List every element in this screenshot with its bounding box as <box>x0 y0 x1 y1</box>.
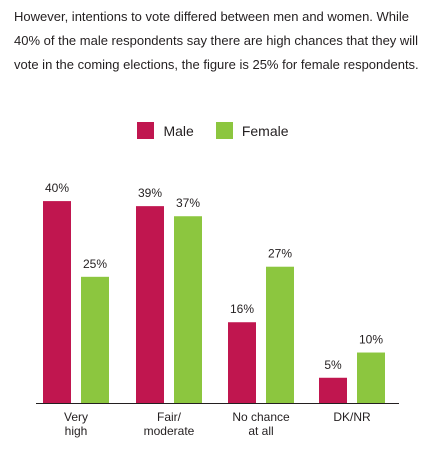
category-label: No chance at all <box>232 410 290 438</box>
category-label: Fair/moderate <box>144 410 195 438</box>
chart-legend: Male Female <box>0 122 426 139</box>
category-label-line: No chance <box>232 410 290 424</box>
legend-label-male: Male <box>163 122 194 139</box>
bar-female <box>174 216 202 403</box>
legend-label-female: Female <box>241 122 289 139</box>
legend-item-female: Female <box>215 122 289 139</box>
category-label-line: high <box>65 424 88 438</box>
data-label-male: 40% <box>45 181 69 195</box>
data-label-female: 10% <box>359 333 383 347</box>
data-label-female: 27% <box>268 247 292 261</box>
category-label-line: moderate <box>144 424 195 438</box>
bar-male <box>319 377 347 403</box>
data-label-female: 37% <box>176 196 200 210</box>
data-label-female: 25% <box>83 257 107 271</box>
data-label-male: 16% <box>230 302 254 316</box>
bar-male <box>136 206 164 403</box>
legend-item-male: Male <box>137 122 194 139</box>
intro-paragraph: However, intentions to vote differed bet… <box>14 9 419 72</box>
category-label-line: DK/NR <box>333 410 371 424</box>
bar-chart: 40% 25% Very high 39% 37% Fair/moderate 16% 27% N… <box>36 181 399 438</box>
category-label-line: at all <box>248 424 273 438</box>
category-label: Very high <box>64 410 88 438</box>
legend-swatch-female <box>215 122 233 139</box>
bar-male <box>228 322 256 403</box>
data-label-male: 5% <box>324 358 342 372</box>
data-label-male: 39% <box>138 186 162 200</box>
bar-female <box>357 352 385 403</box>
bar-male <box>43 201 71 403</box>
legend-swatch-male <box>137 122 155 139</box>
category-label-line: Very <box>64 410 88 424</box>
category-label: DK/NR <box>333 410 371 424</box>
category-label-line: Fair/ <box>157 410 182 424</box>
bar-female <box>81 276 109 403</box>
bar-female <box>266 266 294 403</box>
